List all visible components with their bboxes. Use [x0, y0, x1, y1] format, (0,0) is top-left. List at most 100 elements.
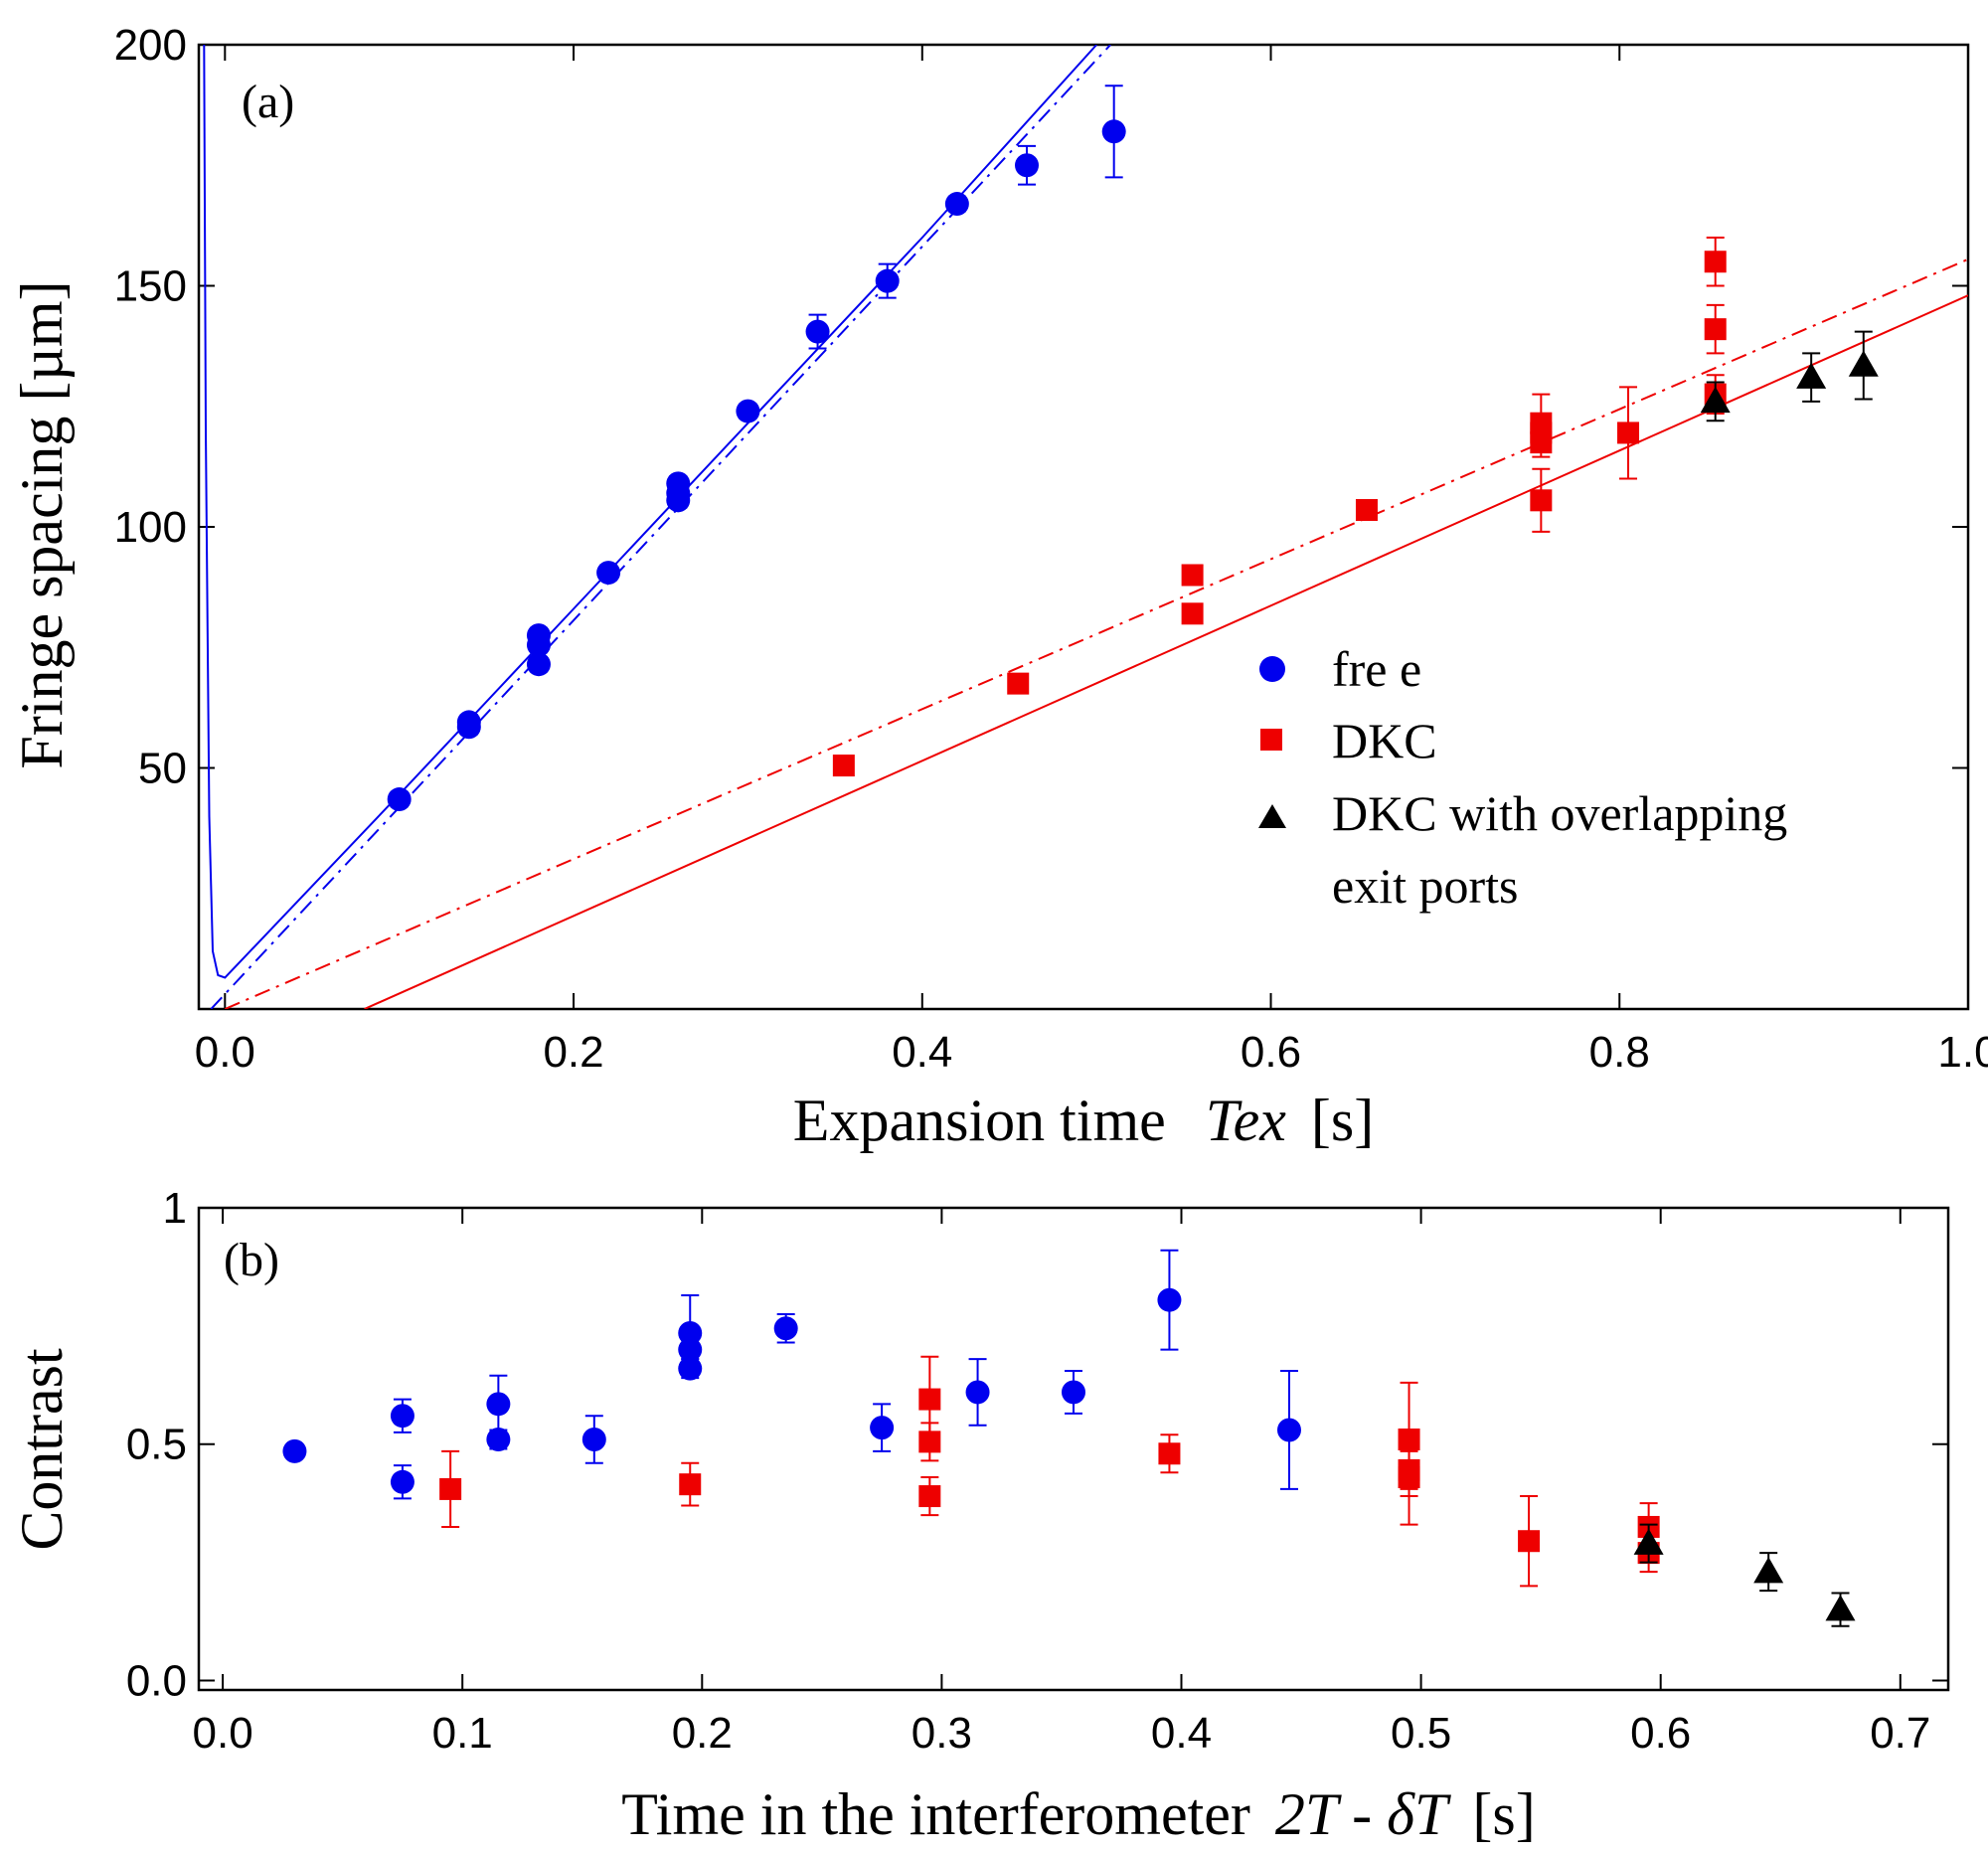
dkc-point: [918, 1388, 941, 1411]
free-point: [456, 710, 481, 735]
x-tick-label: 0.4: [1151, 1709, 1212, 1758]
free-point: [773, 1316, 798, 1341]
dkc-with-overlapping-exit-ports-point: [1825, 1595, 1856, 1621]
x-tick-label: 0.2: [672, 1709, 733, 1758]
free-point: [526, 623, 551, 648]
free-point: [1276, 1418, 1301, 1442]
legend-label-dkc-overlap: DKC with overlapping: [1332, 785, 1787, 841]
free-point: [944, 192, 969, 217]
x-tick-label: 0.2: [543, 1028, 603, 1077]
dkc-with-overlapping-exit-ports-point: [1753, 1557, 1784, 1584]
DKC-model-line: [224, 257, 1968, 1009]
free-point: [390, 1404, 414, 1429]
y-axis-title-b: Contrast: [9, 1348, 75, 1551]
y-tick-label: 0.5: [126, 1421, 187, 1469]
free-point: [526, 652, 551, 677]
x-tick-label: 0.7: [1870, 1709, 1930, 1758]
dkc-point: [1530, 489, 1553, 512]
legend-marker-dkc-overlap: [1258, 804, 1286, 828]
panel-label-a: (a): [242, 76, 294, 128]
data-points-b: [282, 1249, 1856, 1627]
plot-frame-a: [197, 43, 1970, 1011]
free-point: [678, 1321, 703, 1346]
free-point: [1157, 1287, 1182, 1312]
legend: fre e DKC DKC with overlapping exit port…: [1258, 641, 1787, 914]
panel-label-b: (b): [224, 1234, 279, 1286]
free-point: [875, 268, 900, 293]
free-fit-line: [203, 45, 1097, 979]
y-axis-title-a: Fringe spacing [µm]: [9, 280, 75, 768]
x-tick-label: 0.6: [1630, 1709, 1691, 1758]
free-model-line: [210, 45, 1111, 1009]
free-point: [1062, 1380, 1085, 1405]
dkc-point: [918, 1485, 941, 1508]
dkc-point: [1355, 499, 1378, 522]
plot-frame-b: [197, 1206, 1950, 1692]
dkc-point: [1007, 672, 1030, 695]
free-point: [666, 471, 691, 496]
fit-lines-a: [203, 45, 1968, 1009]
free-point: [736, 399, 760, 423]
free-point: [596, 561, 621, 586]
ticks-a: 0.0 0.2 0.4 0.6 0.8 1.0 50 100 150 200: [114, 21, 1988, 1077]
x-axis-title-b-suffix: [s]: [1472, 1781, 1535, 1847]
legend-marker-dkc: [1260, 729, 1282, 751]
x-tick-label: 1.0: [1937, 1028, 1988, 1077]
free-point: [1101, 119, 1126, 144]
legend-marker-free: [1259, 656, 1285, 682]
free-point: [486, 1427, 511, 1451]
free-point: [581, 1427, 606, 1451]
free-point: [282, 1438, 307, 1463]
x-tick-label: 0.4: [892, 1028, 952, 1077]
DKC-fit-line: [364, 294, 1968, 1009]
x-axis-title-b: Time in the interferometer 2T - δT [s]: [621, 1781, 1535, 1847]
dkc-point: [1704, 251, 1727, 273]
dkc-point: [1181, 602, 1204, 625]
legend-label-dkc: DKC: [1332, 713, 1437, 768]
x-axis-title-b-prefix: Time in the interferometer: [621, 1781, 1250, 1847]
dkc-with-overlapping-exit-ports-point: [1848, 350, 1879, 377]
free-point: [805, 319, 830, 344]
dkc-point: [1398, 1428, 1420, 1450]
x-axis-title-a: Expansion time Tex [s]: [793, 1088, 1374, 1153]
legend-label-free: fre e: [1332, 641, 1421, 697]
dkc-point: [1158, 1442, 1181, 1465]
dkc-point: [1617, 421, 1640, 444]
dkc-point: [679, 1473, 702, 1496]
x-axis-title-a-prefix: Expansion time: [793, 1088, 1166, 1153]
dkc-with-overlapping-exit-ports-point: [1796, 362, 1827, 389]
data-points-a: [387, 84, 1879, 812]
x-axis-title-a-symbol: Tex: [1206, 1088, 1286, 1153]
dkc-point: [1530, 412, 1553, 434]
dkc-point: [1704, 318, 1727, 341]
free-point: [387, 787, 412, 812]
x-axis-title-a-suffix: [s]: [1311, 1088, 1374, 1153]
x-axis-title-b-symbol: 2T - δT: [1275, 1781, 1451, 1847]
panel-b: 0.0 0.1 0.2 0.3 0.4 0.5 0.6 0.7 0.0 0.5 1 (b) Cont…: [9, 1184, 1950, 1847]
y-tick-label: 50: [138, 745, 187, 793]
dkc-with-overlapping-exit-ports-point: [1633, 1528, 1664, 1555]
dkc-with-overlapping-exit-ports-point: [1700, 386, 1731, 414]
panel-a: 0.0 0.2 0.4 0.6 0.8 1.0 50 100 150 200 (a) Fringe…: [9, 21, 1988, 1153]
ticks-b: 0.0 0.1 0.2 0.3 0.4 0.5 0.6 0.7 0.0 0.5 1: [126, 1184, 1948, 1758]
y-tick-label: 0.0: [126, 1656, 187, 1705]
x-tick-label: 0.0: [193, 1709, 253, 1758]
dkc-point: [439, 1477, 462, 1500]
x-tick-label: 0.3: [911, 1709, 972, 1758]
y-tick-label: 1: [163, 1184, 187, 1233]
free-point: [870, 1416, 895, 1440]
y-tick-label: 100: [114, 503, 187, 552]
x-tick-label: 0.6: [1241, 1028, 1301, 1077]
legend-label-dkc-overlap-line2: exit ports: [1332, 858, 1518, 914]
y-tick-label: 150: [114, 262, 187, 311]
y-tick-label: 200: [114, 21, 187, 70]
x-tick-label: 0.5: [1391, 1709, 1451, 1758]
x-tick-label: 0.0: [195, 1028, 255, 1077]
free-point: [1015, 153, 1040, 178]
x-tick-label: 0.8: [1589, 1028, 1650, 1077]
free-point: [965, 1380, 990, 1405]
dkc-point: [1181, 564, 1204, 587]
dkc-point: [832, 755, 855, 777]
free-point: [486, 1392, 511, 1417]
